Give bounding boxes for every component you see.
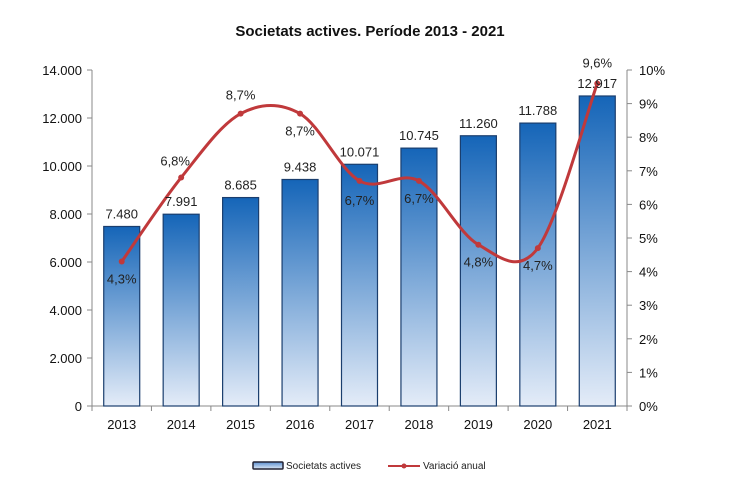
x-tick-label: 2021 [583,417,612,432]
bar-value-label: 11.260 [459,116,498,131]
line-value-label: 8,7% [226,88,256,103]
bar-2017 [340,163,379,407]
chart-title: Societats actives. Període 2013 - 2021 [235,23,504,40]
legend-label-bars: Societats actives [286,461,361,472]
x-tick-label: 2018 [404,417,433,432]
x-tick-label: 2017 [345,417,374,432]
legend: Societats actives Variació anual [252,461,486,472]
bar-value-label: 11.788 [518,103,557,118]
bar-2014 [162,213,200,407]
y-left-tick-label: 10.000 [42,159,82,174]
line-point-2014 [178,174,185,181]
legend-label-line: Variació anual [423,461,486,472]
line-value-label: 8,7% [285,124,315,139]
line-point-2015 [237,110,244,117]
y-left-tick-label: 2.000 [49,351,82,366]
line-point-2018 [415,177,422,184]
y-left-tick-label: 0 [75,399,82,414]
line-value-label: 9,6% [582,55,612,70]
x-tick-label: 2020 [523,417,552,432]
x-tick-label: 2014 [167,417,196,432]
bar-value-label: 12.917 [577,76,617,91]
bar-value-label: 10.745 [399,128,439,143]
y-right-tick-label: 2% [639,332,658,347]
y-left-tick-label: 8.000 [49,207,82,222]
line-point-2019 [475,241,482,248]
x-tick-label: 2015 [226,417,255,432]
y-right-tick-label: 8% [639,130,658,145]
y-right-tick-label: 9% [639,97,658,112]
bar-2018 [400,147,438,407]
y-left-tick-label: 4.000 [49,303,82,318]
y-right-tick-label: 0% [639,399,658,414]
line-point-2016 [297,110,304,117]
line-point-2021 [594,80,601,87]
bar-2021 [578,95,616,407]
x-tick-label: 2016 [286,417,315,432]
line-value-label: 4,3% [107,272,137,287]
legend-line-marker [401,463,407,469]
line-value-label: 4,7% [523,258,553,273]
line-value-label: 6,7% [404,191,434,206]
x-tick-label: 2013 [107,417,136,432]
bar-value-label: 8.685 [224,178,257,193]
bar-2015 [222,196,260,407]
y-right-tick-label: 10% [639,63,665,78]
y-left-tick-label: 12.000 [42,111,82,126]
y-right-tick-label: 1% [639,365,658,380]
y-right-tick-label: 3% [639,298,658,313]
line-point-2020 [534,245,541,252]
y-left-tick-label: 6.000 [49,255,82,270]
bar-value-label: 10.071 [340,144,380,159]
bar-2019 [459,135,497,407]
line-value-label: 6,8% [160,154,190,169]
x-tick-label: 2019 [464,417,493,432]
y-right-tick-label: 7% [639,164,658,179]
y-right-tick-label: 4% [639,265,658,280]
bar-2013 [103,225,141,407]
line-point-2017 [356,177,363,184]
legend-bar-swatch [252,461,284,470]
bar-value-label: 7.480 [105,206,138,221]
y-left-tick-label: 14.000 [42,63,82,78]
bar-2020 [519,122,557,407]
line-value-label: 4,8% [464,255,494,270]
y-right-tick-label: 5% [639,231,658,246]
line-point-2013 [118,258,125,265]
bar-value-label: 9.438 [284,159,317,174]
bar-value-label: 7.991 [165,194,198,209]
y-right-tick-label: 6% [639,197,658,212]
line-value-label: 6,7% [345,193,375,208]
bar-2016 [281,178,319,407]
